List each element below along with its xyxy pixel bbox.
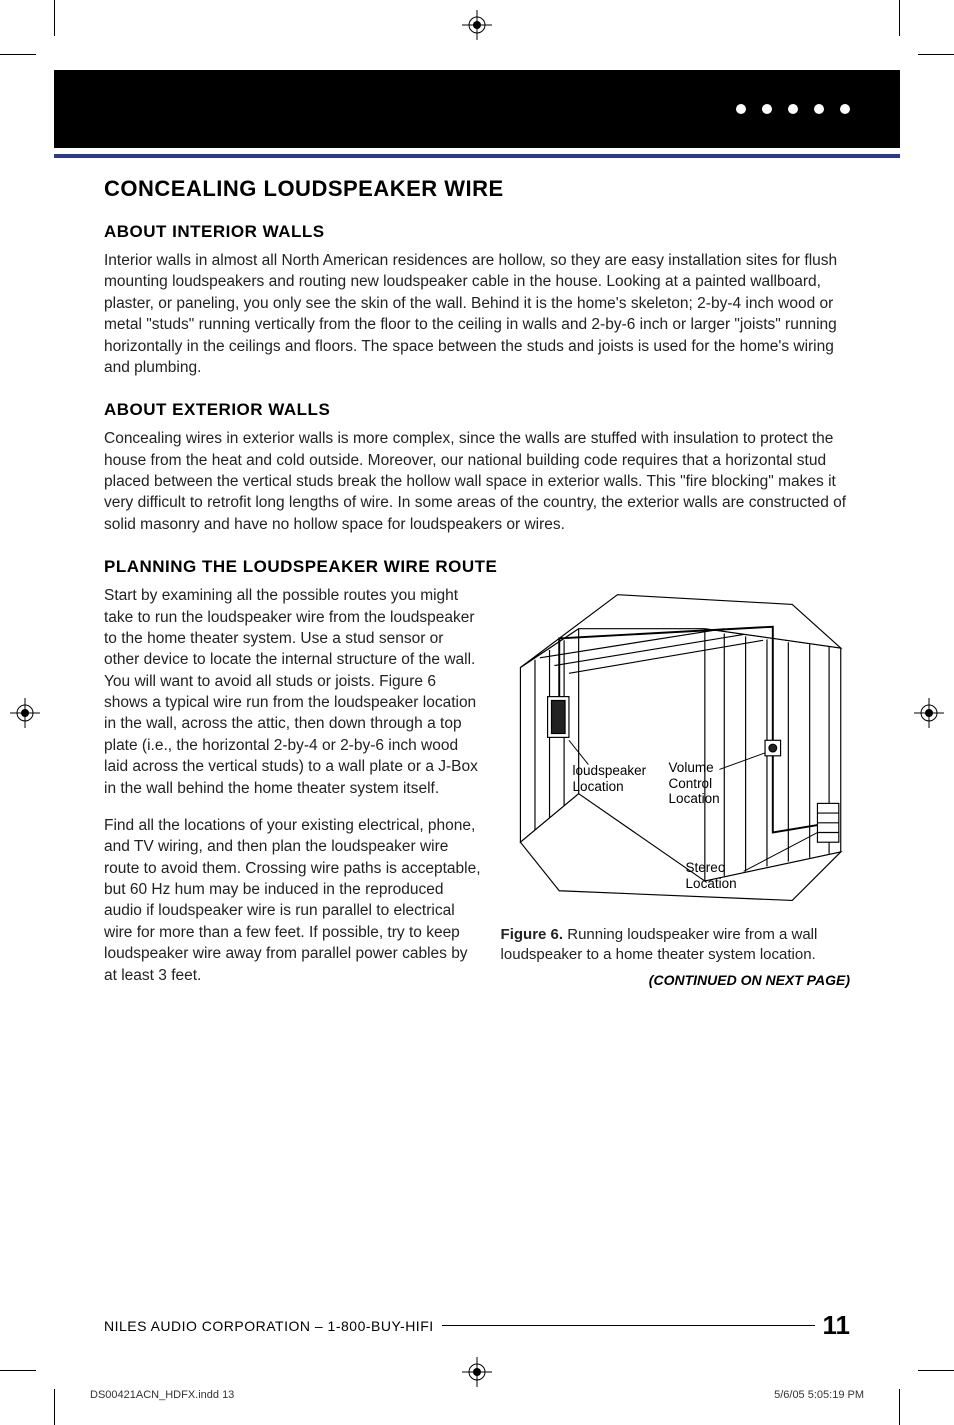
figure-6-illustration: loudspeaker Location Volume Control Loca… xyxy=(501,585,850,915)
figure-caption-label: Figure 6. xyxy=(501,926,564,943)
figure-caption: Figure 6. Running loudspeaker wire from … xyxy=(501,925,850,966)
footer-text: NILES AUDIO CORPORATION – 1-800-BUY-HIFI xyxy=(104,1318,434,1334)
slug-filename: DS00421ACN_HDFX.indd 13 xyxy=(90,1389,234,1401)
accent-rule xyxy=(54,154,900,158)
header-dots xyxy=(736,104,850,114)
crop-mark xyxy=(0,1370,36,1371)
body-text: Concealing wires in exterior walls is mo… xyxy=(104,428,850,535)
section-heading-interior: ABOUT INTERIOR WALLS xyxy=(104,222,850,242)
figure-label-volume: Volume Control Location xyxy=(669,760,720,807)
registration-mark-icon xyxy=(462,10,492,40)
crop-mark xyxy=(899,0,900,36)
registration-mark-icon xyxy=(914,698,944,728)
continued-text: (CONTINUED ON NEXT PAGE) xyxy=(501,972,850,988)
body-text: Interior walls in almost all North Ameri… xyxy=(104,250,850,378)
page-title: CONCEALING LOUDSPEAKER WIRE xyxy=(104,176,850,202)
section-heading-planning: PLANNING THE LOUDSPEAKER WIRE ROUTE xyxy=(104,557,850,577)
crop-mark xyxy=(0,54,36,55)
dot-icon xyxy=(788,104,798,114)
section-heading-exterior: ABOUT EXTERIOR WALLS xyxy=(104,400,850,420)
page-footer: NILES AUDIO CORPORATION – 1-800-BUY-HIFI… xyxy=(104,1310,850,1341)
slug-date: 5/6/05 5:05:19 PM xyxy=(774,1389,864,1401)
print-slug: DS00421ACN_HDFX.indd 13 5/6/05 5:05:19 P… xyxy=(90,1389,864,1401)
figure-label-stereo: Stereo Location xyxy=(686,860,737,891)
body-text: Find all the locations of your existing … xyxy=(104,815,483,986)
page-number: 11 xyxy=(823,1310,851,1341)
dot-icon xyxy=(814,104,824,114)
crop-mark xyxy=(918,54,954,55)
dot-icon xyxy=(762,104,772,114)
crop-mark xyxy=(899,1389,900,1425)
crop-mark xyxy=(918,1370,954,1371)
header-bar xyxy=(54,70,900,148)
dot-icon xyxy=(840,104,850,114)
crop-mark xyxy=(54,1389,55,1425)
body-text: Start by examining all the possible rout… xyxy=(104,585,483,799)
dot-icon xyxy=(736,104,746,114)
figure-label-loudspeaker: loudspeaker Location xyxy=(573,763,647,794)
footer-rule xyxy=(442,1325,815,1326)
crop-mark xyxy=(54,0,55,36)
page-content: CONCEALING LOUDSPEAKER WIRE ABOUT INTERI… xyxy=(54,54,900,1371)
registration-mark-icon xyxy=(10,698,40,728)
